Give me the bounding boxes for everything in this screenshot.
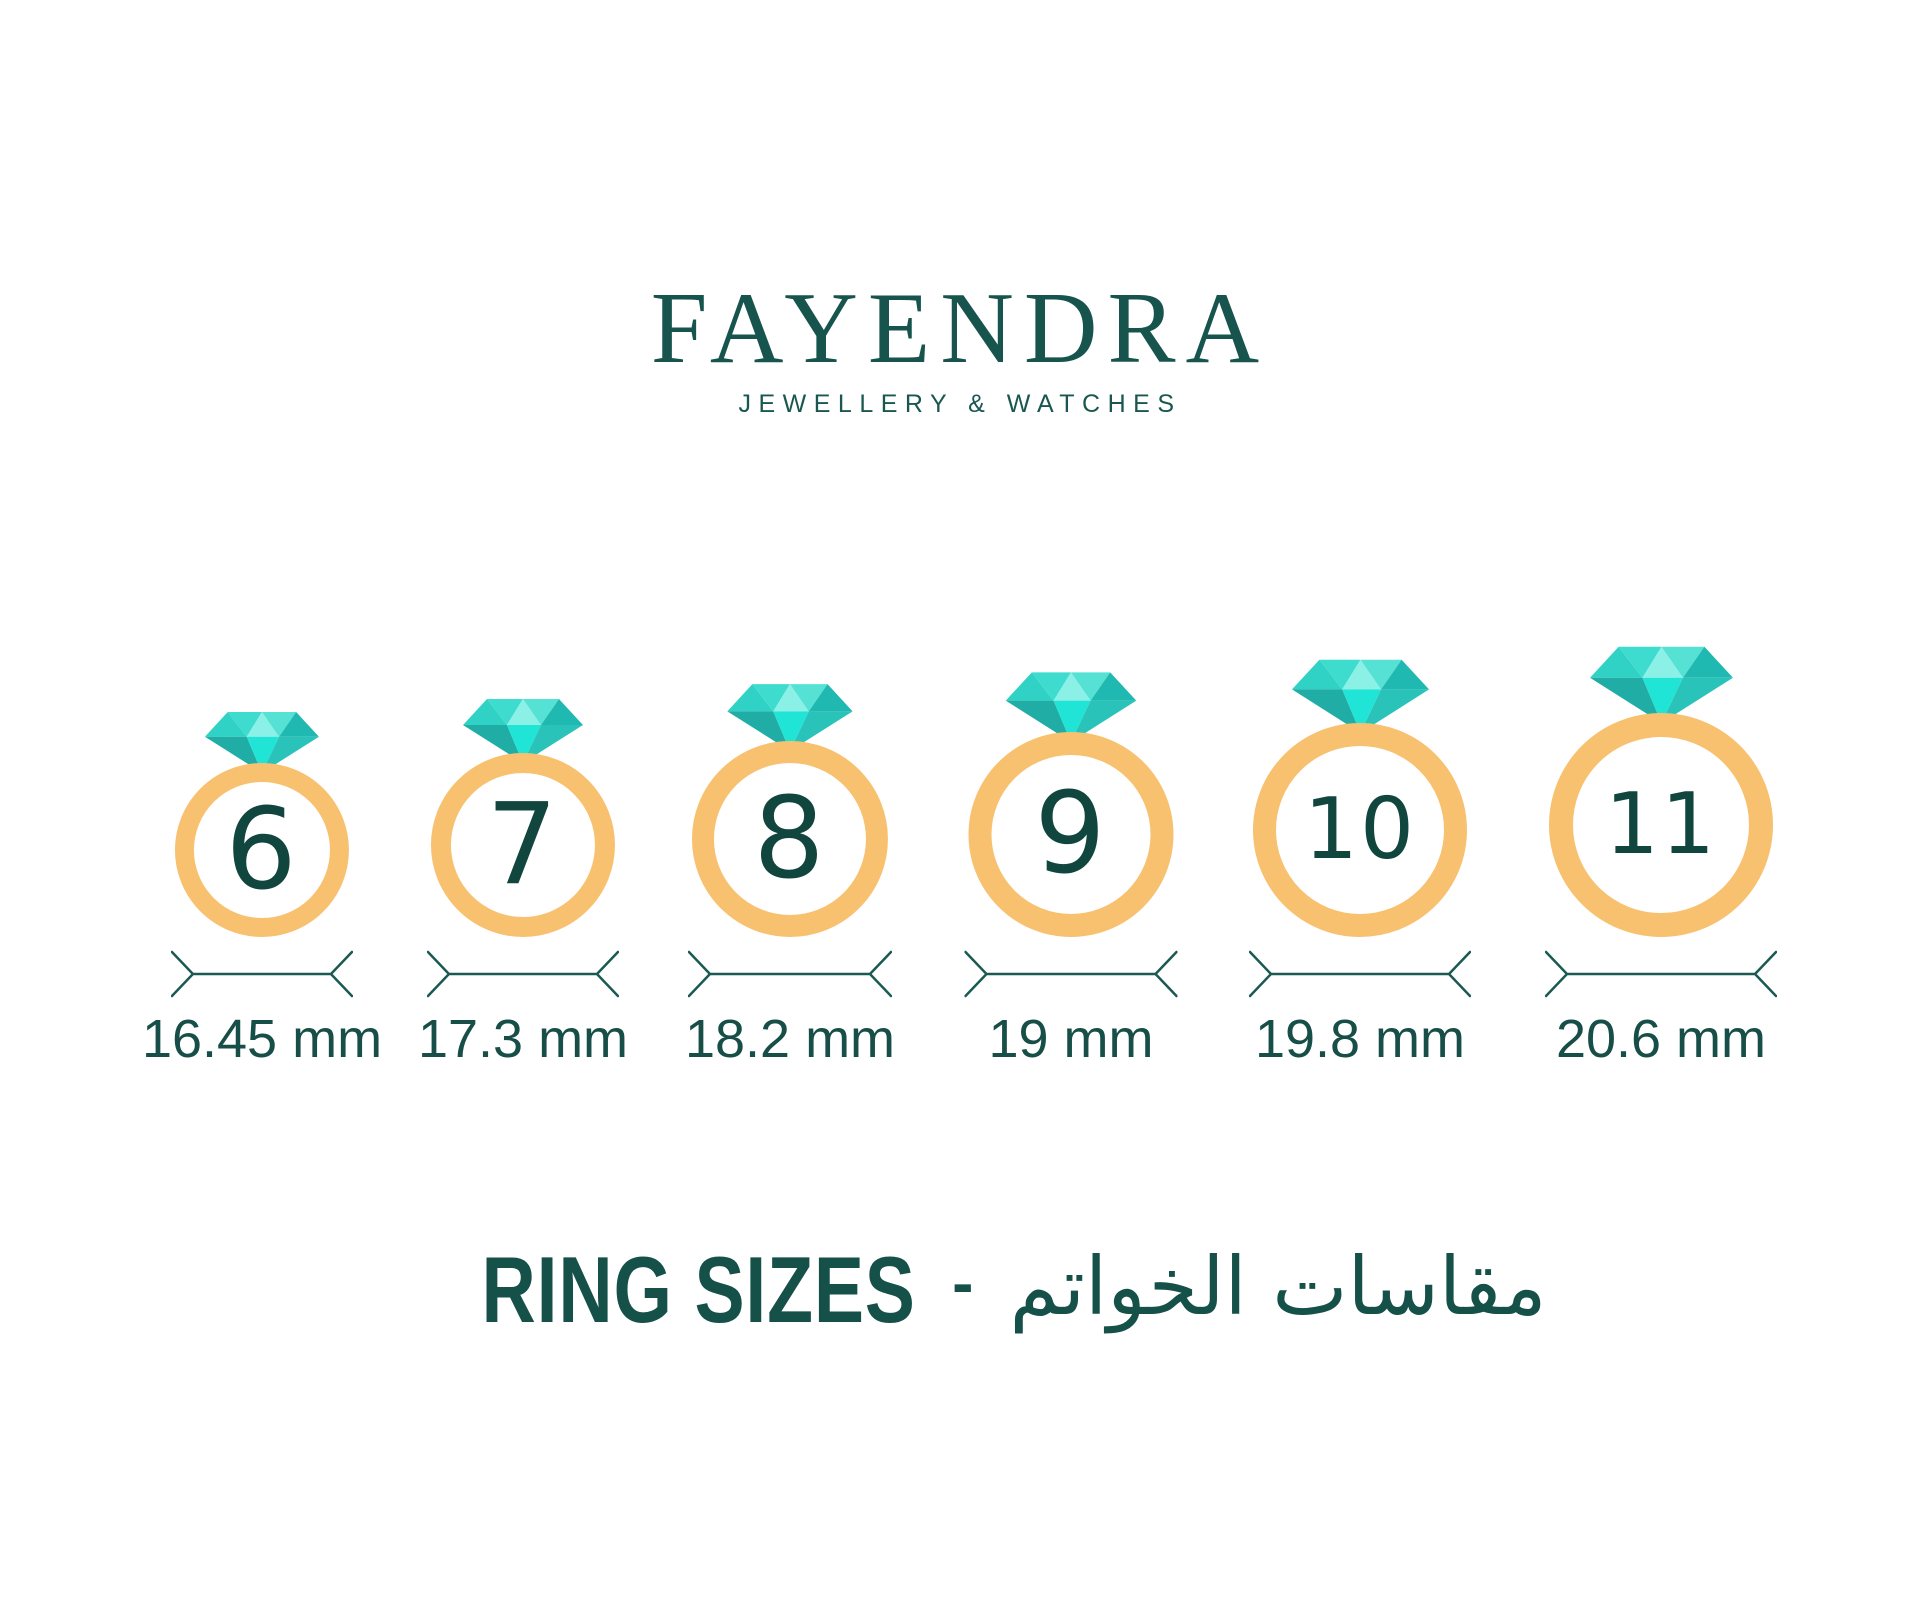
- chart-title: RING SIZES - مقاسات الخواتم: [0, 1243, 1920, 1337]
- diameter-label: 20.6 mm: [1555, 1008, 1767, 1069]
- ring-size-item: 6 16.45 mm: [142, 708, 382, 1069]
- diamond-icon: [1589, 646, 1733, 723]
- ring-size-item: 11 20.6 mm: [1545, 642, 1777, 1069]
- dimension-arrow-icon: [1249, 950, 1471, 997]
- dimension-arrow-icon: [964, 950, 1178, 997]
- ring-band: 8: [691, 740, 888, 937]
- diamond-icon: [1291, 659, 1429, 733]
- ring-band: 11: [1549, 712, 1773, 937]
- chart-title-arabic: مقاسات الخواتم: [1009, 1240, 1547, 1333]
- ring-band: 6: [174, 762, 349, 937]
- ring-size-number: 9: [1034, 769, 1108, 900]
- brand-logo-text: FAYENDRA: [650, 272, 1270, 385]
- ring-size-number: 10: [1303, 780, 1417, 880]
- ring-size-number: 6: [225, 784, 299, 915]
- rings-row: 6 16.45 mm 7 17.3 mm 8 18.2 mm 9 19 mm: [142, 642, 1777, 1069]
- diameter-label: 16.45 mm: [141, 1008, 383, 1069]
- ring-band: 7: [430, 752, 615, 937]
- diameter-label: 18.2 mm: [684, 1008, 896, 1069]
- dimension-arrow-icon: [170, 950, 353, 997]
- diamond-icon: [1005, 671, 1137, 742]
- chart-title-english: RING SIZES: [481, 1237, 917, 1342]
- ring-size-number: 11: [1604, 775, 1718, 875]
- brand-header: FAYENDRA JEWELLERY & WATCHES: [0, 0, 1920, 419]
- ring-size-number: 7: [486, 779, 560, 910]
- ring-size-item: 10 19.8 mm: [1249, 655, 1471, 1069]
- chart-title-separator: -: [952, 1247, 974, 1319]
- dimension-arrow-icon: [687, 950, 892, 997]
- ring-size-item: 7 17.3 mm: [418, 695, 628, 1069]
- ring-band: 10: [1253, 722, 1467, 937]
- diameter-label: 17.3 mm: [417, 1008, 629, 1069]
- diameter-label: 19.8 mm: [1254, 1008, 1466, 1069]
- ring-band: 9: [968, 731, 1174, 937]
- ring-size-item: 9 19 mm: [964, 668, 1178, 1069]
- dimension-arrow-icon: [1545, 950, 1777, 997]
- ring-size-number: 8: [753, 773, 827, 904]
- diamond-icon: [727, 683, 853, 751]
- ring-size-item: 8 18.2 mm: [685, 680, 895, 1069]
- dimension-arrow-icon: [426, 950, 619, 997]
- diameter-label: 19 mm: [988, 1008, 1154, 1069]
- brand-tagline: JEWELLERY & WATCHES: [738, 390, 1182, 418]
